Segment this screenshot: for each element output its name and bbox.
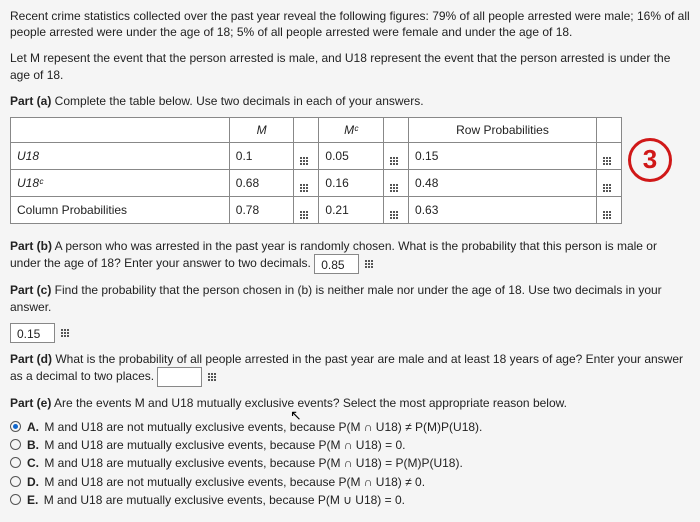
radio-icon[interactable]	[10, 421, 21, 432]
part-d-input[interactable]	[157, 367, 202, 387]
part-c-label: Part (c)	[10, 283, 51, 297]
part-a-label: Part (a)	[10, 94, 51, 108]
intro-text: Recent crime statistics collected over t…	[10, 8, 690, 40]
part-d-label: Part (d)	[10, 352, 52, 366]
choice-b[interactable]: B. M and U18 are mutually exclusive even…	[10, 437, 690, 453]
keypad-icon[interactable]	[603, 184, 615, 192]
keypad-icon[interactable]	[603, 157, 615, 165]
cell-u18-row[interactable]: 0.15	[415, 149, 438, 163]
keypad-icon[interactable]	[603, 211, 615, 219]
radio-icon[interactable]	[10, 494, 21, 505]
keypad-icon[interactable]	[300, 157, 312, 165]
cell-col-row[interactable]: 0.63	[415, 203, 438, 217]
choice-a[interactable]: A. M and U18 are not mutually exclusive …	[10, 419, 690, 435]
cell-u18-mc[interactable]: 0.05	[325, 149, 348, 163]
keypad-icon[interactable]	[61, 329, 73, 337]
part-e-label: Part (e)	[10, 396, 51, 410]
part-c-input[interactable]: 0.15	[10, 323, 55, 343]
score-badge: 3	[628, 138, 672, 182]
row-header-u18c: U18ᶜ	[17, 176, 43, 190]
col-header-mc: Mᶜ	[344, 123, 358, 137]
table-corner	[11, 117, 230, 142]
choice-e[interactable]: E. M and U18 are mutually exclusive even…	[10, 492, 690, 508]
cell-u18c-mc[interactable]: 0.16	[325, 176, 348, 190]
keypad-icon[interactable]	[390, 157, 402, 165]
keypad-icon[interactable]	[208, 373, 220, 381]
keypad-icon[interactable]	[390, 184, 402, 192]
part-a-text: Complete the table below. Use two decima…	[51, 94, 423, 108]
cell-u18c-m[interactable]: 0.68	[236, 176, 259, 190]
keypad-icon[interactable]	[300, 211, 312, 219]
part-c-text: Find the probability that the person cho…	[10, 283, 662, 313]
keypad-icon[interactable]	[390, 211, 402, 219]
choice-b-text: M and U18 are mutually exclusive events,…	[44, 438, 405, 452]
row-header-u18: U18	[17, 149, 39, 163]
choice-e-text: M and U18 are mutually exclusive events,…	[44, 493, 405, 507]
cell-u18c-row[interactable]: 0.48	[415, 176, 438, 190]
part-b-label: Part (b)	[10, 239, 52, 253]
choice-d-text: M and U18 are not mutually exclusive eve…	[44, 475, 425, 489]
radio-icon[interactable]	[10, 439, 21, 450]
choice-a-text: M and U18 are not mutually exclusive eve…	[44, 420, 482, 434]
radio-icon[interactable]	[10, 476, 21, 487]
cell-col-mc[interactable]: 0.21	[325, 203, 348, 217]
radio-icon[interactable]	[10, 457, 21, 468]
cell-u18-m[interactable]: 0.1	[236, 149, 253, 163]
part-b-input[interactable]: 0.85	[314, 254, 359, 274]
choice-c[interactable]: C. M and U18 are mutually exclusive even…	[10, 455, 690, 471]
cell-col-m[interactable]: 0.78	[236, 203, 259, 217]
probability-table: M Mᶜ Row Probabilities U18 0.1 0.05 0.15…	[10, 117, 622, 224]
definition-text: Let M repesent the event that the person…	[10, 50, 690, 82]
col-header-rowprob: Row Probabilities	[409, 117, 597, 142]
keypad-icon[interactable]	[300, 184, 312, 192]
choice-list: A. M and U18 are not mutually exclusive …	[10, 419, 690, 508]
col-header-m: M	[257, 123, 267, 137]
keypad-icon[interactable]	[365, 260, 377, 268]
part-d-text: What is the probability of all people ar…	[10, 352, 683, 383]
choice-c-text: M and U18 are mutually exclusive events,…	[44, 456, 462, 470]
row-header-colprob: Column Probabilities	[11, 197, 230, 224]
choice-d[interactable]: D. M and U18 are not mutually exclusive …	[10, 474, 690, 490]
part-e-text: Are the events M and U18 mutually exclus…	[51, 396, 567, 410]
